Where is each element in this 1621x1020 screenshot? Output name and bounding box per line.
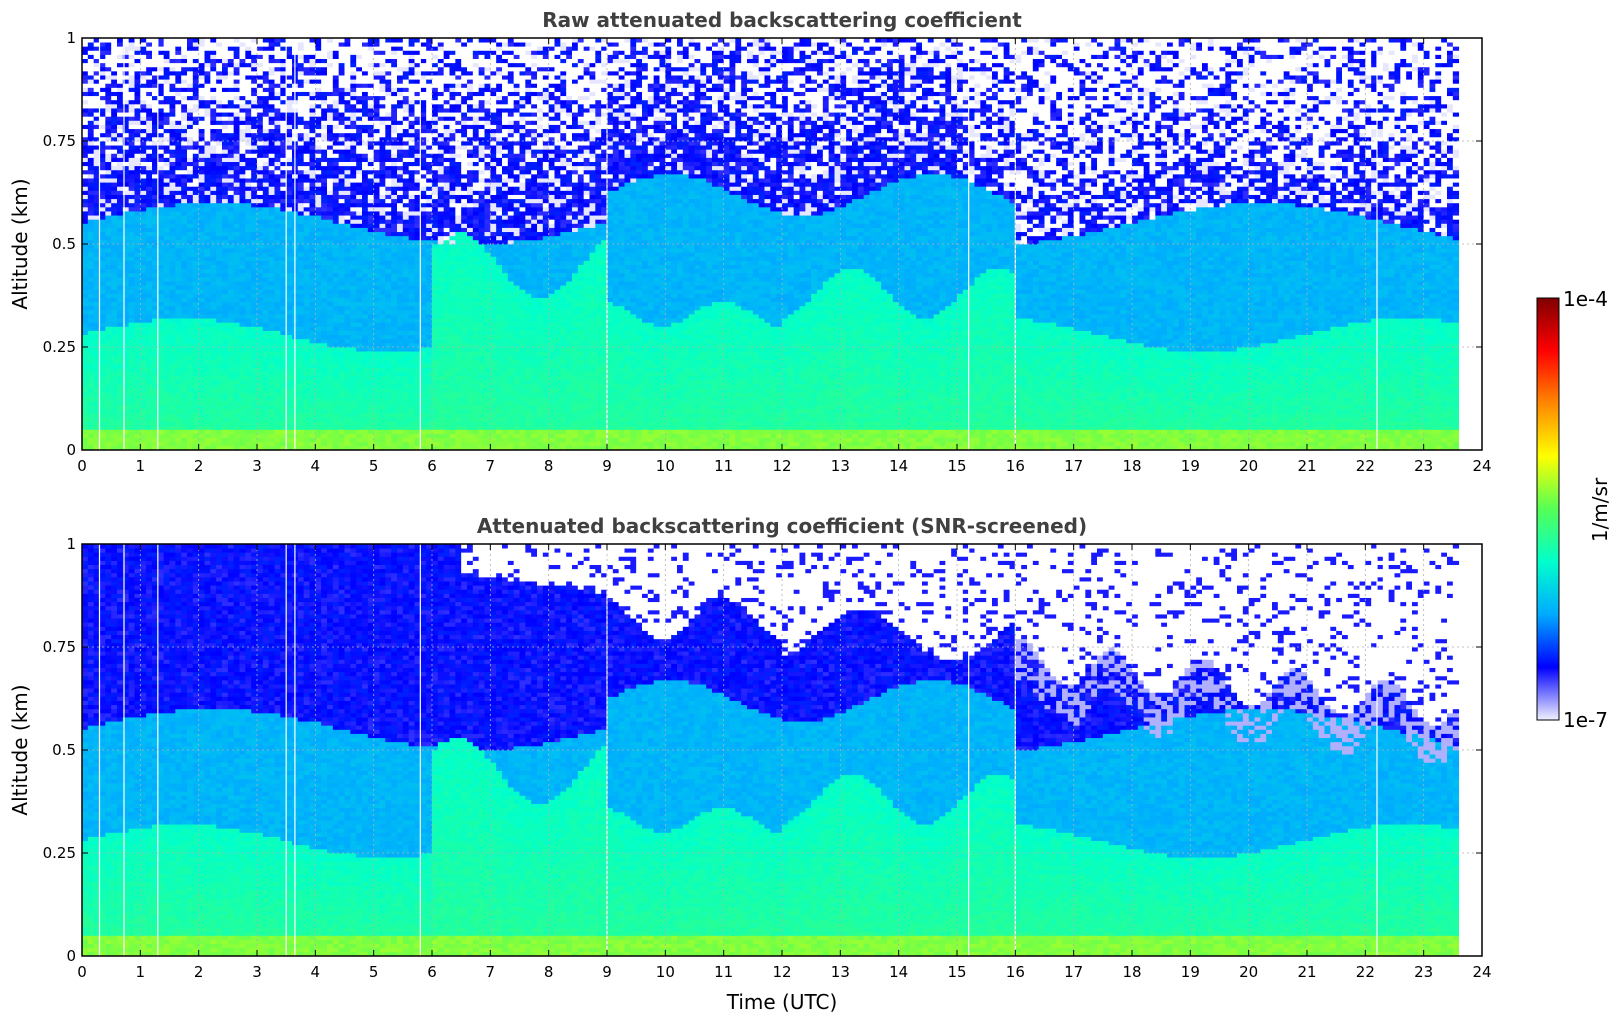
x-tick-label: 7: [486, 963, 496, 981]
panel-snr-screened: Attenuated backscattering coefficient (S…: [8, 514, 1492, 1014]
x-tick-label: 12: [772, 963, 791, 981]
x-tick-label: 8: [544, 963, 554, 981]
x-tick-label: 11: [714, 963, 733, 981]
x-tick-label: 2: [194, 457, 204, 475]
panel-title: Raw attenuated backscattering coefficien…: [542, 8, 1022, 32]
x-tick-label: 13: [831, 963, 850, 981]
y-tick-label: 0: [66, 441, 76, 459]
colorbar-min-label: 1e-7: [1563, 708, 1608, 732]
x-tick-label: 4: [311, 963, 321, 981]
x-tick-label: 23: [1414, 963, 1433, 981]
panel-raw: Raw attenuated backscattering coefficien…: [8, 8, 1492, 475]
x-tick-label: 24: [1472, 963, 1491, 981]
x-tick-label: 17: [1064, 963, 1083, 981]
x-tick-label: 6: [427, 457, 437, 475]
x-tick-label: 23: [1414, 457, 1433, 475]
x-tick-label: 24: [1472, 457, 1491, 475]
y-tick-label: 1: [66, 29, 76, 47]
x-tick-label: 22: [1356, 457, 1375, 475]
grid: [82, 544, 1482, 956]
x-tick-label: 10: [656, 457, 675, 475]
x-tick-label: 14: [889, 963, 908, 981]
x-tick-label: 6: [427, 963, 437, 981]
y-tick-label: 0.5: [52, 741, 76, 759]
x-tick-label: 5: [369, 963, 379, 981]
heatmap-area: [82, 38, 1460, 451]
x-tick-label: 21: [1297, 457, 1316, 475]
x-tick-label: 2: [194, 963, 204, 981]
x-tick-label: 0: [77, 457, 87, 475]
x-axis-label: Time (UTC): [726, 990, 838, 1014]
x-tick-label: 20: [1239, 457, 1258, 475]
x-tick-label: 13: [831, 457, 850, 475]
colorbar-gradient: [1536, 297, 1560, 721]
x-tick-label: 19: [1181, 963, 1200, 981]
y-axis-label: Altitude (km): [8, 684, 32, 815]
x-tick-label: 16: [1006, 963, 1025, 981]
colorbar-max-label: 1e-4: [1563, 287, 1608, 311]
x-tick-label: 9: [602, 457, 612, 475]
colorbar-unit-label: 1/m/sr: [1588, 477, 1612, 542]
x-tick-label: 17: [1064, 457, 1083, 475]
y-tick-label: 0.5: [52, 235, 76, 253]
y-tick-label: 0.75: [43, 638, 76, 656]
x-tick-label: 8: [544, 457, 554, 475]
x-tick-label: 15: [947, 963, 966, 981]
x-axis-ticks: 0 1 2 3 4 5 6 7 8 9 10 11 12 13 14 15 16 17 18 19 20 21 22 23 24: [77, 544, 1492, 981]
x-tick-label: 3: [252, 457, 262, 475]
x-tick-label: 15: [947, 457, 966, 475]
y-tick-label: 0.75: [43, 132, 76, 150]
x-tick-label: 19: [1181, 457, 1200, 475]
y-tick-label: 1: [66, 535, 76, 553]
y-axis-ticks: 0 0.25 0.5 0.75 1: [43, 535, 1482, 965]
x-tick-label: 21: [1297, 963, 1316, 981]
x-tick-label: 5: [369, 457, 379, 475]
x-tick-label: 9: [602, 963, 612, 981]
y-axis-label: Altitude (km): [8, 178, 32, 309]
x-tick-label: 18: [1122, 963, 1141, 981]
x-tick-label: 18: [1122, 457, 1141, 475]
x-axis-ticks: 0 1 2 3 4 5 6 7 8 9 10 11 12 13 14 15 16 17 18 19 20 21 22 23 24: [77, 38, 1492, 475]
y-tick-label: 0.25: [43, 844, 76, 862]
y-tick-label: 0.25: [43, 338, 76, 356]
x-tick-label: 22: [1356, 963, 1375, 981]
x-tick-label: 0: [77, 963, 87, 981]
x-tick-label: 16: [1006, 457, 1025, 475]
grid: [82, 38, 1482, 450]
x-tick-label: 3: [252, 963, 262, 981]
x-tick-label: 1: [136, 963, 146, 981]
x-tick-label: 4: [311, 457, 321, 475]
panel-title: Attenuated backscattering coefficient (S…: [477, 514, 1087, 538]
y-tick-label: 0: [66, 947, 76, 965]
x-tick-label: 11: [714, 457, 733, 475]
colorbar: 1e-4 1e-7 1/m/sr: [1536, 287, 1612, 732]
x-tick-label: 7: [486, 457, 496, 475]
x-tick-label: 12: [772, 457, 791, 475]
heatmap-area: [82, 544, 1460, 957]
x-tick-label: 10: [656, 963, 675, 981]
x-tick-label: 1: [136, 457, 146, 475]
x-tick-label: 14: [889, 457, 908, 475]
y-axis-ticks: 0 0.25 0.5 0.75 1: [43, 29, 1482, 459]
x-tick-label: 20: [1239, 963, 1258, 981]
